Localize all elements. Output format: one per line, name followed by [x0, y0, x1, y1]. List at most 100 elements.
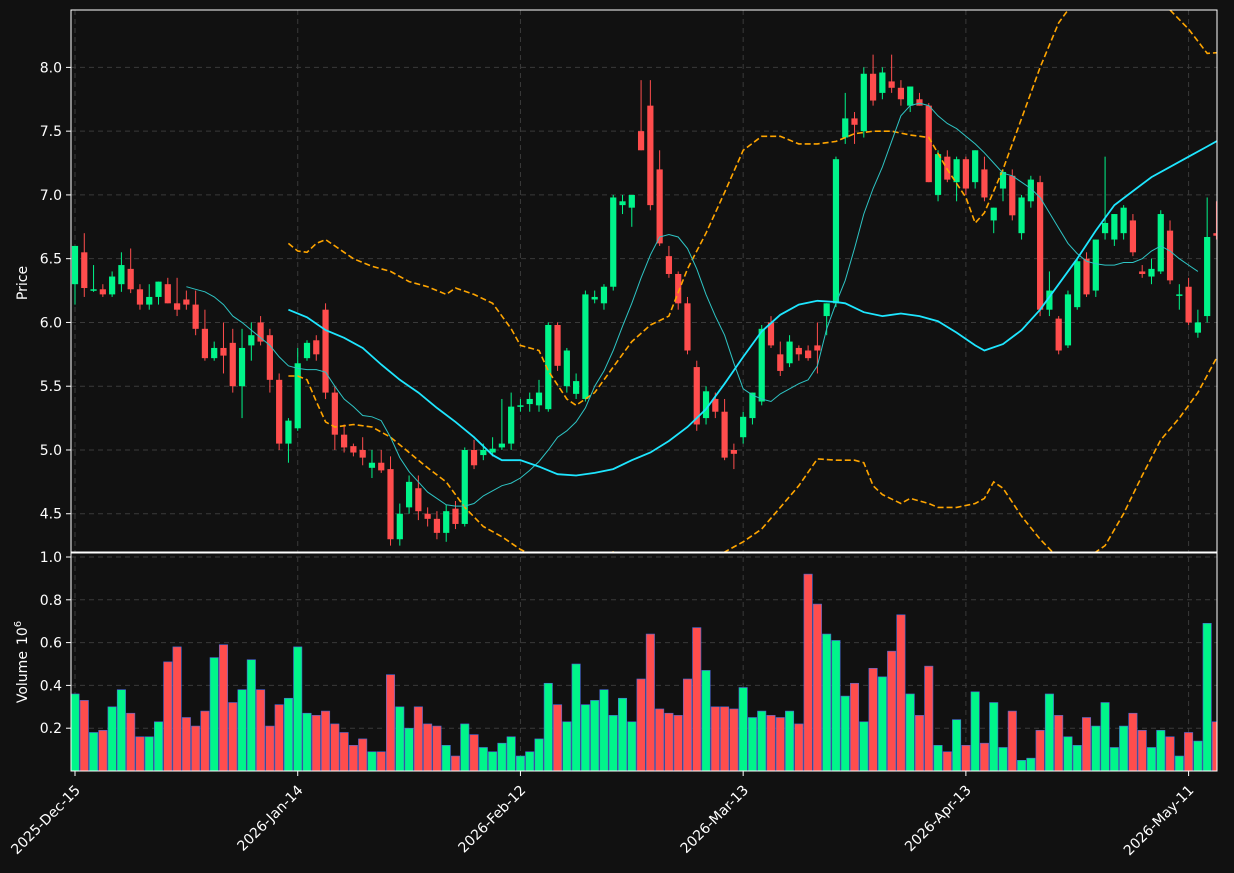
volume-bar — [450, 755, 460, 771]
volume-bar — [1193, 740, 1203, 771]
candle-body — [582, 294, 589, 399]
candle-body — [1092, 239, 1099, 291]
candle-body — [387, 469, 394, 540]
volume-bar — [1128, 712, 1138, 771]
volume-bar — [79, 700, 89, 771]
volume-bar — [89, 732, 99, 771]
candle-body — [1101, 222, 1109, 234]
candle-body — [155, 281, 162, 297]
candle-body — [294, 363, 301, 429]
volume-bar — [831, 640, 841, 771]
volume-bar — [933, 745, 943, 771]
candle-body — [341, 434, 348, 448]
candle-body — [860, 73, 867, 132]
volume-bar — [877, 676, 887, 771]
moving-average-slow-line — [288, 140, 1217, 477]
candle-body — [1027, 179, 1034, 202]
volume-bar — [757, 710, 767, 771]
volume-bar — [376, 751, 386, 771]
moving-average-fast-line — [186, 102, 1199, 507]
candle-body — [869, 73, 877, 101]
candle-body — [257, 322, 264, 342]
candle-body — [1213, 233, 1217, 236]
volume-bar — [311, 715, 321, 771]
volume-bar — [1119, 725, 1129, 771]
volume-bar — [274, 704, 284, 771]
volume-bar — [850, 682, 860, 771]
candle-body — [201, 328, 209, 359]
volume-bar — [283, 697, 293, 771]
volume-bar — [237, 689, 247, 771]
volume-bar — [775, 717, 785, 771]
volume-bar — [636, 678, 646, 771]
volume-bar — [302, 712, 312, 771]
candle-body — [183, 299, 190, 305]
volume-bar — [181, 717, 191, 771]
volume-bar — [785, 710, 795, 771]
candle-body — [211, 347, 218, 359]
candle-body — [730, 449, 737, 454]
volume-bar — [460, 723, 470, 771]
candle-body — [164, 284, 171, 304]
candle-body — [424, 513, 431, 519]
volume-tick-label: 1.0 — [40, 550, 62, 566]
volume-bar — [293, 646, 303, 771]
candle-body — [266, 335, 273, 380]
volume-bar — [562, 721, 572, 771]
candle-body — [749, 392, 756, 419]
price-tick-label: 6.0 — [40, 315, 62, 331]
candle-body — [368, 462, 376, 468]
volume-bar — [905, 693, 915, 771]
candle-body — [1111, 214, 1118, 240]
volume-bar — [859, 721, 869, 771]
candle-body — [628, 194, 635, 208]
candle-body — [498, 443, 505, 448]
candle-body — [470, 449, 478, 466]
candle-body — [684, 303, 691, 351]
volume-bar — [952, 719, 962, 771]
candle-body — [981, 169, 988, 198]
candle-body — [1064, 294, 1072, 346]
candle-body — [990, 207, 997, 221]
candle-body — [1194, 322, 1201, 333]
candle-body — [1083, 258, 1090, 295]
volume-bar — [404, 727, 414, 771]
volume-bar — [256, 689, 266, 771]
candle-body — [71, 245, 79, 285]
candle-body — [842, 118, 849, 138]
volume-bar — [218, 644, 228, 771]
candle-body — [1074, 261, 1081, 308]
volume-bar — [423, 723, 433, 771]
candle-body — [489, 448, 496, 453]
candle-body — [1120, 207, 1127, 234]
volume-bar — [961, 745, 971, 771]
volume-bar — [812, 603, 822, 771]
volume-bar — [608, 715, 618, 771]
volume-bar — [553, 704, 563, 771]
candle-body — [758, 328, 765, 402]
candle-body — [1185, 286, 1192, 323]
candle-body — [229, 342, 236, 387]
volume-bar — [571, 663, 581, 771]
candle-body — [99, 289, 106, 295]
candle-body — [656, 169, 663, 244]
volume-bar — [488, 751, 498, 771]
volume-axis-label-text: Volume — [15, 651, 31, 703]
candle-body — [999, 171, 1007, 189]
candle-body — [405, 481, 413, 508]
volume-bar — [469, 734, 479, 771]
candle-body — [1046, 290, 1053, 310]
candle-body — [897, 87, 905, 100]
price-tick-label: 4.5 — [40, 507, 62, 523]
volume-bar — [413, 706, 423, 771]
price-tick-label: 6.5 — [40, 252, 62, 268]
candle-body — [118, 265, 125, 285]
volume-bar — [265, 725, 275, 771]
candle-body — [610, 197, 617, 287]
candle-body — [1157, 214, 1164, 272]
volume-bar — [98, 730, 108, 771]
candle-body — [888, 81, 895, 88]
volume-bar — [534, 738, 544, 771]
volume-bar — [228, 702, 238, 771]
